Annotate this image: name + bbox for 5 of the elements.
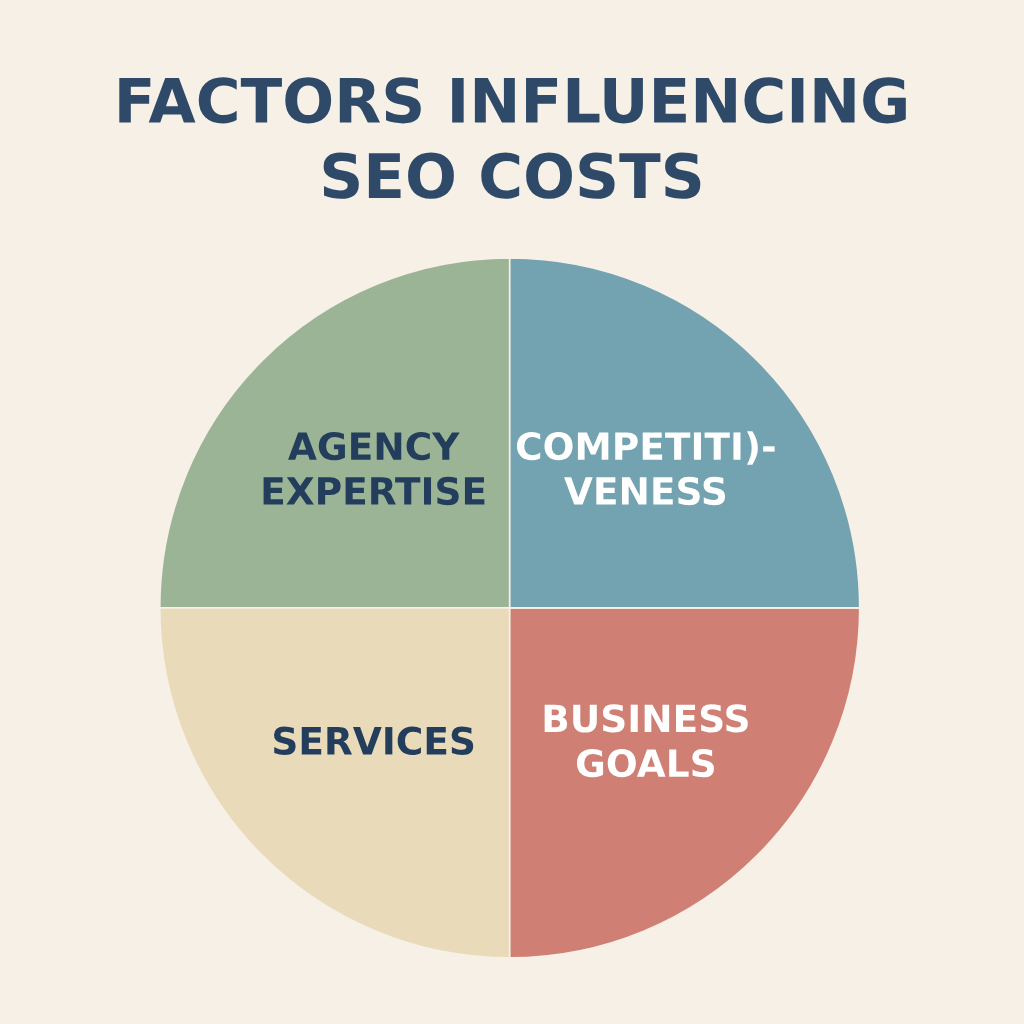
- slice-label: BUSINESS GOALS: [544, 704, 748, 778]
- slice-label: AGENCY EXPERTISE: [263, 431, 485, 506]
- slice-label: COMPETITI)- VENESS: [516, 431, 775, 506]
- slice-label: SERVICES: [274, 726, 474, 755]
- chart-title: FACTORS INFLUENCING SEO COSTS: [119, 77, 906, 199]
